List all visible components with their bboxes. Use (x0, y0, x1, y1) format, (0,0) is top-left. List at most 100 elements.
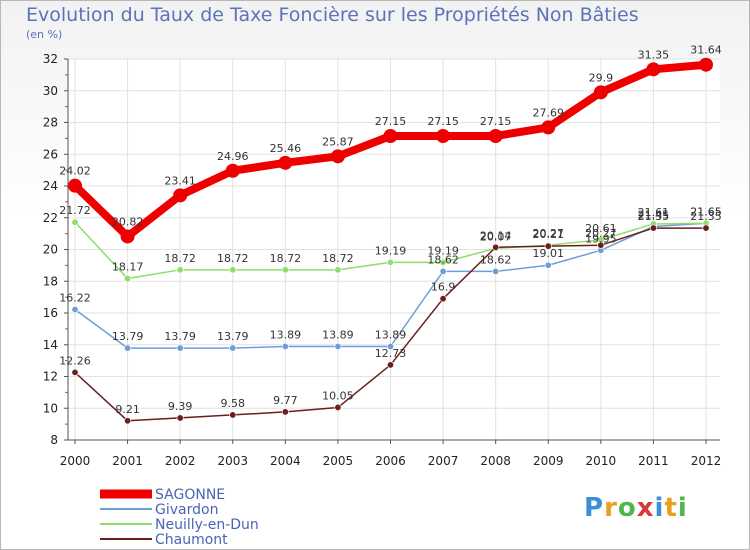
data-label-givardon: 13.79 (164, 330, 196, 343)
data-label-sagonne: 31.64 (690, 44, 722, 57)
data-label-chaumont: 20.14 (480, 229, 512, 242)
brand-letter: x (636, 493, 655, 523)
y-tick-label: 24 (43, 179, 58, 193)
data-point-sagonne (225, 163, 240, 178)
data-label-neuilly-en-dun: 20.07 (480, 230, 512, 243)
data-point-neuilly-en-dun (124, 275, 132, 283)
x-tick-label: 2003 (217, 454, 248, 468)
data-label-neuilly-en-dun: 21.65 (690, 205, 722, 218)
data-label-givardon: 21.45 (638, 208, 670, 221)
data-point-neuilly-en-dun (439, 258, 447, 266)
data-point-sagonne (383, 128, 398, 143)
data-point-neuilly-en-dun (334, 266, 342, 274)
data-label-sagonne: 27.69 (533, 106, 565, 119)
brand-letter: r (604, 493, 618, 523)
data-label-chaumont: 20.27 (585, 227, 617, 240)
legend-label-chaumont: Chaumont (155, 532, 228, 548)
brand-letter: P (584, 493, 605, 523)
data-label-neuilly-en-dun: 19.19 (375, 244, 407, 257)
y-tick-label: 8 (50, 433, 58, 447)
legend-label-sagonne: SAGONNE (155, 487, 225, 503)
x-tick-label: 2004 (270, 454, 301, 468)
x-tick-label: 2002 (165, 454, 196, 468)
data-label-chaumont: 10.05 (322, 389, 354, 402)
data-point-sagonne (699, 57, 713, 72)
data-point-sagonne (646, 62, 661, 77)
data-label-sagonne: 27.15 (427, 115, 459, 128)
data-point-chaumont (124, 417, 132, 425)
y-tick-label: 22 (43, 211, 58, 225)
brand-logo: Proxiti (584, 493, 688, 523)
data-label-sagonne: 23.41 (164, 174, 196, 187)
legend-label-neuilly-en-dun: Neuilly-en-Dun (155, 517, 259, 533)
data-label-neuilly-en-dun: 20.61 (585, 222, 617, 235)
chart-title: Evolution du Taux de Taxe Foncière sur l… (26, 4, 639, 26)
x-tick-label: 2009 (533, 454, 564, 468)
data-label-sagonne: 27.15 (480, 115, 512, 128)
data-label-neuilly-en-dun: 20.27 (533, 227, 565, 240)
y-tick-label: 32 (43, 52, 58, 66)
data-label-sagonne: 25.87 (322, 135, 354, 148)
data-point-chaumont (71, 368, 79, 376)
data-label-givardon: 13.89 (322, 328, 354, 341)
legend-label-givardon: Givardon (155, 502, 218, 518)
x-tick-label: 2007 (428, 454, 459, 468)
data-point-sagonne (436, 128, 451, 143)
data-point-givardon (229, 344, 237, 352)
data-label-sagonne: 27.15 (375, 115, 407, 128)
data-point-sagonne (330, 149, 345, 164)
data-point-givardon (334, 342, 342, 350)
y-tick-label: 28 (43, 116, 58, 130)
data-label-givardon: 16.22 (59, 292, 91, 305)
y-tick-label: 14 (43, 338, 58, 352)
data-label-neuilly-en-dun: 21.72 (59, 204, 91, 217)
data-point-sagonne (173, 188, 188, 203)
x-tick-label: 2000 (60, 454, 91, 468)
data-label-chaumont: 9.21 (115, 403, 140, 416)
data-point-chaumont (597, 241, 605, 249)
data-point-neuilly-en-dun (281, 266, 289, 274)
data-point-sagonne (593, 85, 608, 100)
data-label-neuilly-en-dun: 18.17 (112, 261, 144, 274)
data-label-sagonne: 24.96 (217, 150, 249, 163)
data-label-sagonne: 20.82 (112, 215, 144, 228)
y-tick-label: 12 (43, 370, 58, 384)
data-label-sagonne: 31.35 (638, 48, 670, 61)
data-label-chaumont: 9.77 (273, 394, 298, 407)
data-point-givardon (439, 267, 447, 275)
data-label-neuilly-en-dun: 19.19 (427, 244, 459, 257)
data-point-sagonne (541, 120, 556, 135)
data-point-neuilly-en-dun (71, 218, 79, 226)
data-point-sagonne (488, 128, 503, 143)
data-point-chaumont (386, 361, 394, 369)
y-tick-label: 10 (43, 401, 58, 415)
data-point-chaumont (492, 243, 500, 251)
y-tick-label: 30 (43, 84, 58, 98)
data-point-chaumont (544, 242, 552, 250)
grid (68, 58, 720, 441)
x-tick-label: 2012 (691, 454, 722, 468)
data-label-neuilly-en-dun: 18.72 (322, 252, 354, 265)
x-tick-label: 2010 (586, 454, 617, 468)
brand-letter: i (654, 493, 665, 523)
y-tick-label: 20 (43, 243, 58, 257)
brand-letter: t (664, 493, 678, 523)
x-tick-label: 2006 (375, 454, 406, 468)
brand-letter: i (677, 493, 688, 523)
data-label-givardon: 13.89 (270, 328, 302, 341)
x-tick-label: 2005 (323, 454, 354, 468)
data-label-sagonne: 25.46 (270, 142, 302, 155)
x-tick-label: 2011 (638, 454, 669, 468)
series (68, 57, 713, 425)
data-label-sagonne: 24.02 (59, 165, 91, 178)
data-point-chaumont (334, 403, 342, 411)
y-tick-label: 18 (43, 274, 58, 288)
data-point-chaumont (176, 414, 184, 422)
data-label-givardon: 13.79 (112, 330, 144, 343)
data-label-chaumont: 21.35 (638, 210, 670, 223)
data-point-givardon (386, 342, 394, 350)
y-tick-label: 26 (43, 147, 58, 161)
data-label-sagonne: 29.9 (589, 71, 614, 84)
data-label-givardon: 13.79 (217, 330, 249, 343)
